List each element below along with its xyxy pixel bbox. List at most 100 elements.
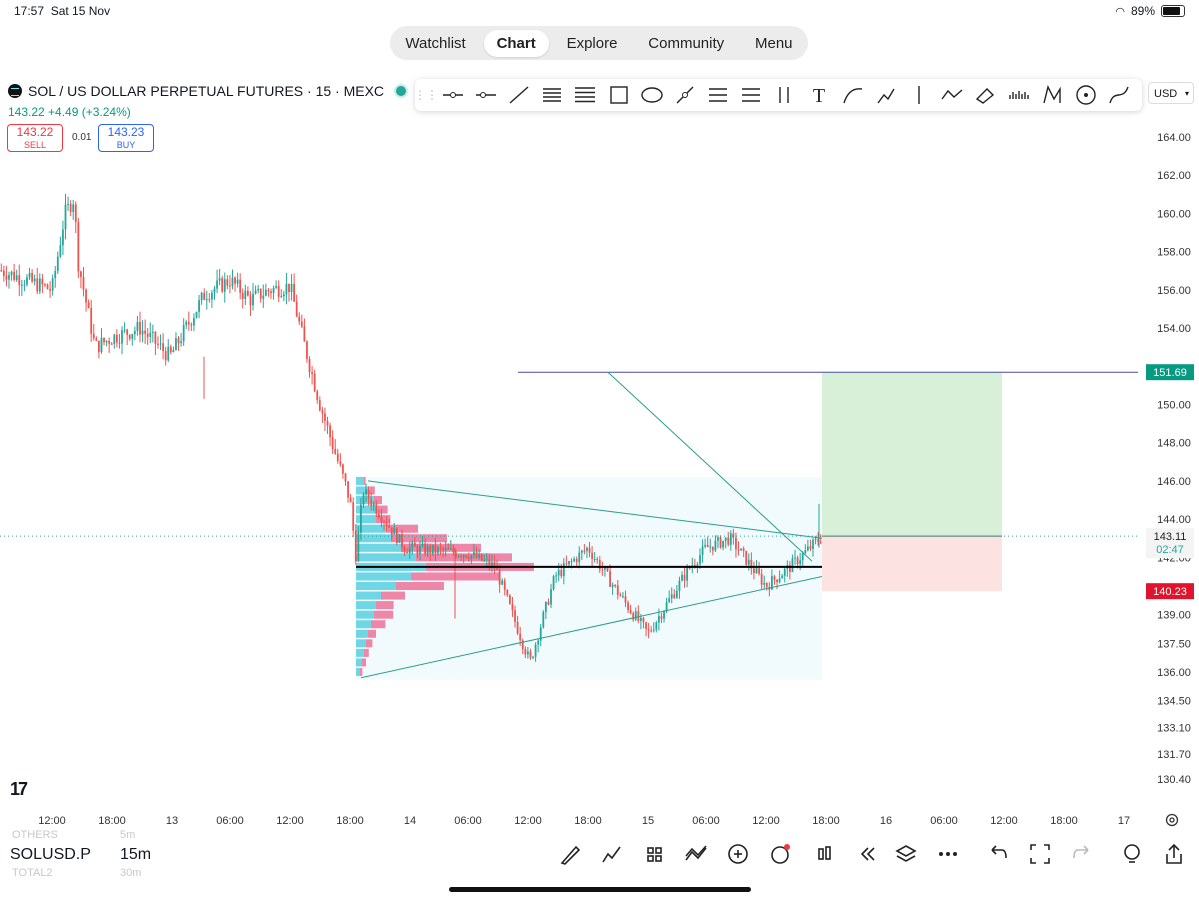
- candle-down: [77, 222, 80, 272]
- triangle-upper-line: [367, 480, 823, 539]
- time-tick-label: 18:00: [574, 815, 602, 827]
- candle-up: [280, 296, 283, 298]
- candle-down: [270, 291, 272, 293]
- text-icon[interactable]: T: [813, 85, 825, 107]
- ideas-icon[interactable]: [1124, 844, 1140, 863]
- price-tick-label: 162.00: [1157, 170, 1191, 182]
- regression-icon[interactable]: [742, 88, 760, 102]
- candle-up: [781, 575, 784, 579]
- volume-profile-up-bar: [356, 591, 381, 600]
- undo-icon[interactable]: [991, 845, 1007, 859]
- volume-profile-down-bar: [366, 639, 373, 648]
- tab-watchlist[interactable]: Watchlist: [405, 34, 466, 52]
- price-tick-label: 148.00: [1157, 438, 1191, 450]
- horizontal-line-icon[interactable]: [476, 92, 496, 98]
- horizontal-ray-icon[interactable]: [443, 92, 463, 98]
- tab-community[interactable]: Community: [648, 34, 725, 52]
- candle-down: [383, 521, 385, 523]
- candle-up: [262, 295, 265, 299]
- alert-icon[interactable]: [771, 844, 790, 864]
- tab-explore[interactable]: Explore: [566, 34, 618, 52]
- triangle-lower-line: [360, 575, 823, 679]
- price-tick-label: 154.00: [1157, 323, 1191, 335]
- pattern-icon[interactable]: [1043, 84, 1061, 104]
- candle-down: [619, 594, 622, 597]
- candle-down: [46, 284, 49, 289]
- current-price-badge: [1146, 528, 1194, 559]
- candle-up: [56, 256, 59, 271]
- replay-icon[interactable]: [860, 847, 875, 861]
- drawing-brush-icon[interactable]: [560, 845, 581, 865]
- candle-up: [62, 229, 64, 246]
- volume-profile-up-bar: [356, 668, 360, 676]
- bottom-symbol[interactable]: SOLUSD.P: [10, 846, 91, 863]
- candle-down: [506, 589, 509, 596]
- ellipse-icon[interactable]: [641, 87, 663, 103]
- candle-down: [601, 569, 604, 571]
- add-icon[interactable]: [728, 844, 748, 864]
- candle-up: [254, 290, 257, 294]
- compare-icon[interactable]: [685, 845, 707, 861]
- candle-down: [295, 301, 298, 317]
- path-icon[interactable]: [676, 86, 694, 104]
- bottom-timeframe[interactable]: 15m: [120, 846, 152, 863]
- candle-down: [596, 558, 599, 561]
- time-tick-label: 18:00: [1050, 815, 1078, 827]
- arrow-icon[interactable]: [877, 88, 895, 104]
- redo-icon[interactable]: [1073, 845, 1089, 859]
- candle-down: [339, 461, 342, 465]
- fib-retracement-icon[interactable]: [543, 88, 561, 102]
- more-icon[interactable]: [939, 852, 957, 856]
- candle-down: [524, 648, 527, 655]
- fib-channel-icon[interactable]: [709, 88, 727, 102]
- candle-up: [437, 547, 439, 553]
- price-chart[interactable]: 164.00162.00160.00158.00156.00154.00150.…: [0, 0, 1199, 832]
- pitchfork-icon[interactable]: [779, 87, 789, 103]
- volume-profile-up-bar: [356, 629, 368, 638]
- fullscreen-icon[interactable]: [1030, 844, 1050, 864]
- eraser-icon[interactable]: [975, 88, 995, 104]
- brush-icon[interactable]: [843, 88, 863, 104]
- templates-icon[interactable]: [647, 847, 662, 862]
- tab-menu[interactable]: Menu: [754, 34, 793, 52]
- candle-down: [87, 302, 90, 309]
- tab-chart[interactable]: Chart: [483, 29, 549, 57]
- xabcd-icon[interactable]: [941, 89, 963, 100]
- gear-icon[interactable]: [1164, 812, 1180, 828]
- buy-button[interactable]: 143.23 BUY: [98, 124, 154, 152]
- currency-select[interactable]: USD ▾: [1148, 82, 1194, 104]
- wifi-icon: ◠: [1115, 5, 1125, 18]
- main-nav: Watchlist Chart Explore Community Menu: [390, 26, 808, 60]
- candle-up: [151, 331, 154, 333]
- candle-down: [529, 651, 532, 658]
- share-icon[interactable]: [1166, 843, 1182, 864]
- parallel-channel-icon[interactable]: [575, 87, 595, 103]
- curve-icon[interactable]: [1109, 86, 1129, 104]
- sell-button[interactable]: 143.22 SELL: [7, 124, 63, 152]
- trend-line-icon[interactable]: [509, 86, 529, 104]
- layers-icon[interactable]: [895, 845, 917, 862]
- candle-down: [375, 504, 378, 514]
- circle-target-icon[interactable]: [1076, 85, 1096, 105]
- time-tick-label: 06:00: [216, 815, 244, 827]
- candle-up: [675, 590, 678, 598]
- candle-down: [336, 453, 339, 462]
- target-price-badge: [1146, 364, 1194, 381]
- candle-down: [588, 547, 591, 553]
- candle-down: [591, 552, 593, 559]
- rectangle-icon[interactable]: [610, 86, 628, 104]
- candle-up: [696, 564, 699, 566]
- candle-up: [195, 311, 198, 318]
- indicators-icon[interactable]: [602, 846, 621, 863]
- candle-down: [352, 502, 355, 531]
- candle-type-icon[interactable]: [818, 846, 831, 860]
- home-indicator: [449, 887, 751, 892]
- svg-text:T: T: [813, 85, 825, 107]
- symbol-header[interactable]: SOL / US DOLLAR PERPETUAL FUTURES · 15 ·…: [8, 83, 407, 99]
- candle-down: [308, 359, 311, 373]
- candle-up: [264, 289, 267, 296]
- candle-up: [213, 288, 216, 293]
- volume-profile-icon[interactable]: [1009, 91, 1029, 99]
- volume-profile-down-bar: [376, 601, 394, 610]
- candle-down: [645, 622, 647, 629]
